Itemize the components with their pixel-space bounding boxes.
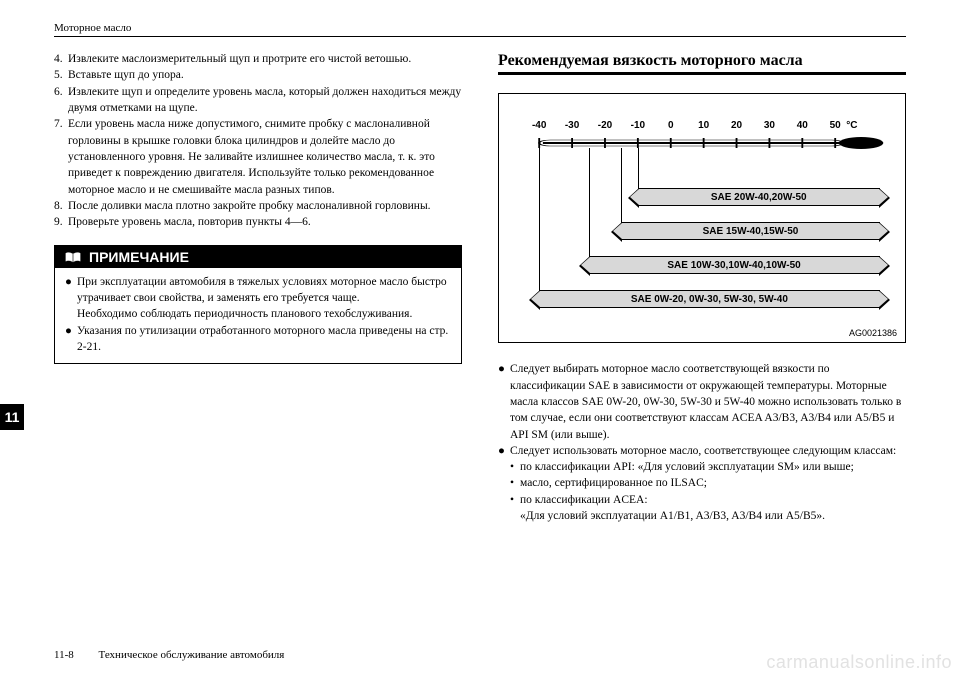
item-text: Вставьте щуп до упора. xyxy=(68,67,462,83)
viscosity-bar-label: SAE 15W-40,15W-50 xyxy=(703,226,799,237)
arrow-right-icon xyxy=(879,222,890,242)
note-title-bar: ПРИМЕЧАНИЕ xyxy=(55,246,461,268)
bullet-dot-icon: ● xyxy=(498,361,510,443)
item-text: Извлеките щуп и определите уровень масла… xyxy=(68,84,462,117)
item-number: 6. xyxy=(54,84,68,117)
scale-tick-label: -30 xyxy=(565,120,579,131)
viscosity-bar-label: SAE 20W-40,20W-50 xyxy=(711,192,807,203)
item-number: 5. xyxy=(54,67,68,83)
scale-unit: °C xyxy=(846,120,857,131)
guide-line xyxy=(621,148,622,231)
arrow-left-icon xyxy=(628,188,639,208)
item-number: 4. xyxy=(54,51,68,67)
body-bullet: ●Следует использовать моторное масло, со… xyxy=(498,443,906,525)
sub-bullet-dot-icon: • xyxy=(510,475,520,491)
item-number: 7. xyxy=(54,116,68,198)
right-column: Рекомендуемая вязкость моторного масла -… xyxy=(498,51,906,524)
note-bullet: ●Указания по утилизации отработанного мо… xyxy=(65,323,451,356)
running-head: Моторное масло xyxy=(54,22,906,34)
sub-bullet: •по классификации API: «Для условий эксп… xyxy=(510,459,896,475)
note-box: ПРИМЕЧАНИЕ ●При эксплуатации автомобиля … xyxy=(54,245,462,365)
body-bullet-text: Следует выбирать моторное масло соответс… xyxy=(510,361,906,443)
note-bullet-text: При эксплуатации автомобиля в тяжелых ус… xyxy=(77,274,451,323)
item-number: 9. xyxy=(54,214,68,230)
scale-tick-label: 0 xyxy=(668,120,674,131)
sub-bullet-text: по классификации API: «Для условий экспл… xyxy=(520,459,854,475)
instruction-item: 9.Проверьте уровень масла, повторив пунк… xyxy=(54,214,462,230)
sub-bullet: •масло, сертифицированное по ILSAC; xyxy=(510,475,896,491)
scale-tick-label: 30 xyxy=(764,120,775,131)
viscosity-chart: -40 -30 -20 -10 0 10 20 30 40 50 °C SAE 20W-40,20W… xyxy=(498,93,906,343)
scale-tick-label: -10 xyxy=(631,120,645,131)
page-footer: 11-8 Техническое обслуживание автомобиля xyxy=(54,649,284,661)
chapter-tab: 11 xyxy=(0,404,24,430)
bullet-dot-icon: ● xyxy=(65,323,77,356)
instruction-item: 8.После доливки масла плотно закройте пр… xyxy=(54,198,462,214)
arrow-right-icon xyxy=(879,188,890,208)
arrow-left-icon xyxy=(529,290,540,310)
scale-tick-label: -40 xyxy=(532,120,546,131)
arrow-right-icon xyxy=(879,256,890,276)
viscosity-bar: SAE 15W-40,15W-50 xyxy=(621,222,879,240)
head-divider xyxy=(54,36,906,37)
thermometer-icon xyxy=(517,136,887,148)
guide-line xyxy=(539,148,540,299)
item-number: 8. xyxy=(54,198,68,214)
book-icon xyxy=(65,251,81,263)
note-bullet: ●При эксплуатации автомобиля в тяжелых у… xyxy=(65,274,451,323)
figure-id: AG0021386 xyxy=(849,328,897,338)
viscosity-bar: SAE 20W-40,20W-50 xyxy=(638,188,880,206)
item-text: Проверьте уровень масла, повторив пункты… xyxy=(68,214,462,230)
item-text: После доливки масла плотно закройте проб… xyxy=(68,198,462,214)
note-title-text: ПРИМЕЧАНИЕ xyxy=(89,249,189,265)
viscosity-bar-label: SAE 10W-30,10W-40,10W-50 xyxy=(667,260,800,271)
viscosity-bar: SAE 10W-30,10W-40,10W-50 xyxy=(589,256,880,274)
body-bullet-content: Следует выбирать моторное масло соответс… xyxy=(510,361,906,443)
sub-bullet-text: по классификации ACEA: «Для условий эксп… xyxy=(520,492,825,525)
sub-bullet-text: масло, сертифицированное по ILSAC; xyxy=(520,475,707,491)
arrow-right-icon xyxy=(879,290,890,310)
note-bullet-text: Указания по утилизации отработанного мот… xyxy=(77,323,451,356)
scale-tick-label: 50 xyxy=(830,120,841,131)
arrow-left-icon xyxy=(611,222,622,242)
left-column: 4.Извлеките маслоизмерительный щуп и про… xyxy=(54,51,462,524)
instruction-item: 7.Если уровень масла ниже допустимого, с… xyxy=(54,116,462,198)
bullet-dot-icon: ● xyxy=(498,443,510,525)
item-text: Извлеките маслоизмерительный щуп и протр… xyxy=(68,51,462,67)
instruction-item: 4.Извлеките маслоизмерительный щуп и про… xyxy=(54,51,462,67)
note-body: ●При эксплуатации автомобиля в тяжелых у… xyxy=(55,268,461,364)
body-bullet-text: Следует использовать моторное масло, соо… xyxy=(510,443,896,459)
arrow-left-icon xyxy=(579,256,590,276)
scale-tick-label: -20 xyxy=(598,120,612,131)
viscosity-bar-label: SAE 0W-20, 0W-30, 5W-30, 5W-40 xyxy=(631,294,788,305)
right-body-text: ●Следует выбирать моторное масло соответ… xyxy=(498,361,906,524)
watermark: carmanualsonline.info xyxy=(766,652,952,673)
guide-line xyxy=(589,148,590,265)
scale-tick-label: 40 xyxy=(797,120,808,131)
section-title: Рекомендуемая вязкость моторного масла xyxy=(498,51,906,75)
instruction-list: 4.Извлеките маслоизмерительный щуп и про… xyxy=(54,51,462,231)
sub-bullet-dot-icon: • xyxy=(510,459,520,475)
bullet-dot-icon: ● xyxy=(65,274,77,323)
item-text: Если уровень масла ниже допустимого, сни… xyxy=(68,116,462,198)
instruction-item: 6.Извлеките щуп и определите уровень мас… xyxy=(54,84,462,117)
temperature-scale: -40 -30 -20 -10 0 10 20 30 40 50 °C xyxy=(517,120,887,134)
sub-bullet-dot-icon: • xyxy=(510,492,520,525)
scale-tick-label: 20 xyxy=(731,120,742,131)
body-bullet: ●Следует выбирать моторное масло соответ… xyxy=(498,361,906,443)
page-number: 11-8 xyxy=(54,649,74,661)
viscosity-bar: SAE 0W-20, 0W-30, 5W-30, 5W-40 xyxy=(539,290,879,308)
instruction-item: 5.Вставьте щуп до упора. xyxy=(54,67,462,83)
sub-bullet: •по классификации ACEA: «Для условий экс… xyxy=(510,492,896,525)
footer-chapter: Техническое обслуживание автомобиля xyxy=(99,649,285,661)
body-bullet-content: Следует использовать моторное масло, соо… xyxy=(510,443,896,525)
scale-tick-label: 10 xyxy=(698,120,709,131)
